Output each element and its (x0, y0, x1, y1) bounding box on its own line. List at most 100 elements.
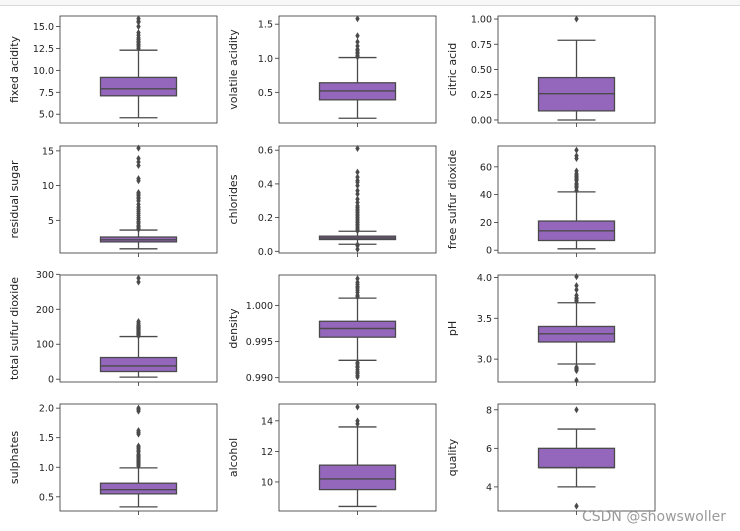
notebook-cell-border (0, 0, 740, 6)
y-tick-label: 0.6 (258, 146, 273, 157)
y-tick-label: 1.0 (258, 54, 273, 65)
subplot-fixed-acidity: 5.0 7.5 10.0 12.5 15.0 fixed acidity (8, 15, 218, 127)
y-axis-label: alcohol (227, 438, 240, 477)
y-tick-label: 12 (261, 447, 273, 458)
y-tick-label: 1.5 (258, 20, 273, 31)
outlier-point (574, 376, 579, 384)
outlier-point (355, 278, 360, 286)
subplot-density: 0.990 0.995 1.000 density (227, 274, 437, 386)
watermark: CSDN @showswoller (581, 509, 726, 525)
subplot-alcohol: 10 12 14 alcohol (227, 403, 437, 515)
y-tick-label: 0.5 (258, 88, 273, 99)
outlier-point (355, 42, 360, 50)
outlier-point (574, 146, 579, 154)
y-tick-label: 7.5 (39, 88, 54, 99)
subplot-sulphates: 0.5 1.0 1.5 2.0 sulphates (8, 403, 218, 515)
outlier-point (355, 168, 360, 176)
y-tick-label: 0 (48, 375, 54, 386)
outlier-point (574, 167, 579, 175)
y-tick-label: 15.0 (33, 22, 54, 33)
outlier-point (355, 173, 360, 181)
subplot-free-sulfur-dioxide: 0 20 40 60 free sulfur dioxide (446, 145, 656, 257)
outlier-point (574, 15, 579, 23)
y-tick-label: 3.0 (477, 355, 492, 366)
outlier-point (136, 278, 141, 286)
outlier-point (355, 145, 360, 153)
outlier-point (355, 187, 360, 195)
outlier-point (355, 15, 360, 23)
outlier-point (355, 417, 360, 425)
outlier-point (136, 442, 141, 450)
iqr-box (318, 320, 397, 338)
outlier-point (355, 38, 360, 46)
y-tick-label: 0.990 (246, 373, 273, 384)
y-axis-label: pH (446, 321, 459, 336)
y-tick-label: 5 (48, 216, 54, 227)
outlier-point (136, 175, 141, 183)
y-tick-label: 100 (36, 340, 54, 351)
y-tick-label: 12.5 (33, 44, 54, 55)
outlier-point (136, 144, 141, 152)
outlier-point (355, 403, 360, 411)
y-axis-label: volatile acidity (227, 29, 240, 110)
outlier-point (136, 274, 141, 282)
iqr-box (99, 482, 178, 495)
outlier-point (136, 318, 141, 326)
y-tick-label: 0.00 (471, 115, 492, 126)
subplot-pH: 3.0 3.5 4.0 pH (446, 273, 656, 386)
y-tick-label: 8 (486, 405, 492, 416)
outlier-point (574, 291, 579, 299)
y-tick-label: 0.5 (39, 492, 54, 503)
outlier-point (136, 23, 141, 31)
y-tick-label: 1.00 (471, 15, 492, 26)
y-tick-label: 15 (42, 146, 54, 157)
y-tick-label: 0 (486, 246, 492, 257)
y-tick-label: 60 (480, 162, 492, 173)
outlier-point (136, 29, 141, 37)
outlier-point (574, 502, 579, 510)
y-axis-label: citric acid (446, 43, 459, 96)
y-tick-label: 0.4 (258, 179, 273, 190)
y-tick-label: 1.5 (39, 433, 54, 444)
y-axis-label: free sulfur dioxide (446, 149, 459, 249)
y-tick-label: 0.995 (246, 337, 273, 348)
outlier-point (574, 152, 579, 160)
y-tick-label: 20 (480, 218, 492, 229)
y-tick-label: 10 (42, 181, 54, 192)
outlier-point (355, 32, 360, 40)
y-axis-label: density (227, 308, 240, 349)
subplot-volatile-acidity: 0.5 1.0 1.5 volatile acidity (227, 15, 437, 127)
y-tick-label: 2.0 (39, 404, 54, 415)
y-tick-label: 0.2 (258, 213, 273, 224)
y-tick-label: 10.0 (33, 66, 54, 77)
outlier-point (136, 15, 141, 23)
outlier-point (574, 286, 579, 294)
subplot-citric-acid: 0.00 0.25 0.50 0.75 1.00 citric acid (446, 15, 656, 127)
y-tick-label: 10 (261, 477, 273, 488)
y-axis-label: sulphates (8, 431, 21, 485)
y-tick-label: 6 (486, 444, 492, 455)
y-tick-label: 4.0 (477, 273, 492, 284)
subplot-quality: 4 6 8 quality (446, 403, 656, 515)
iqr-box (318, 464, 397, 491)
y-axis-label: quality (446, 438, 459, 476)
y-tick-label: 0.25 (471, 90, 492, 101)
y-tick-label: 40 (480, 190, 492, 201)
y-tick-label: 200 (36, 305, 54, 316)
subplot-chlorides: 0.0 0.2 0.4 0.6 chlorides (227, 145, 437, 258)
iqr-box (99, 76, 178, 97)
y-axis-label: fixed acidity (8, 35, 21, 103)
outlier-point (574, 363, 579, 371)
y-tick-label: 0.75 (471, 40, 492, 51)
outlier-point (355, 275, 360, 283)
outlier-point (574, 406, 579, 414)
y-tick-label: 0.50 (471, 65, 492, 76)
y-tick-label: 1.000 (246, 301, 273, 312)
subplot-total-sulfur-dioxide: 0 100 200 300 total sulfur dioxide (8, 270, 218, 386)
y-tick-label: 5.0 (39, 110, 54, 121)
y-tick-label: 0.0 (258, 247, 273, 258)
outlier-point (136, 189, 141, 197)
subplot-residual-sugar: 5 10 15 residual sugar (8, 144, 218, 257)
outlier-point (355, 195, 360, 203)
